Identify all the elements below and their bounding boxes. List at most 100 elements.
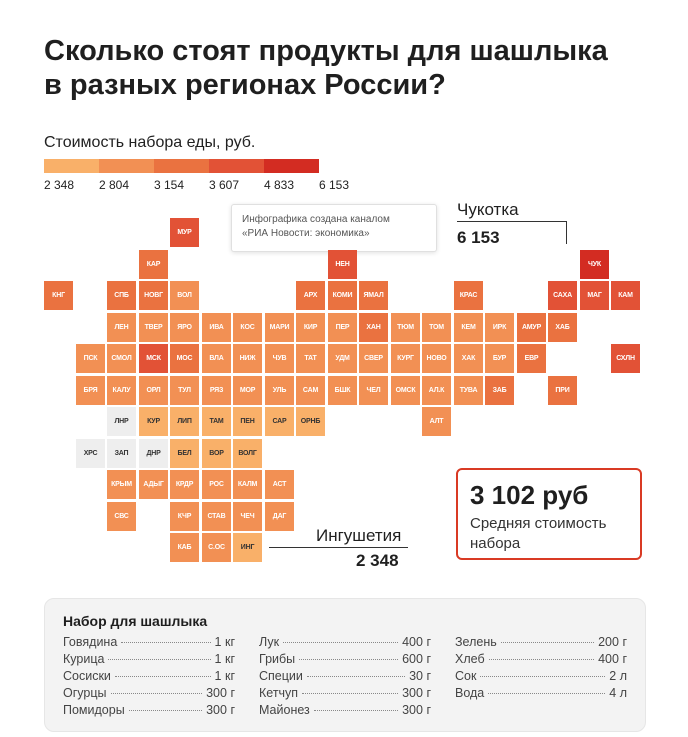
region-tile-ЧЕЛ: ЧЕЛ xyxy=(359,376,388,405)
region-tile-ЯРО: ЯРО xyxy=(170,313,199,342)
kit-item-name: Лук xyxy=(259,635,280,649)
kit-item-name: Курица xyxy=(63,652,105,666)
region-tile-ТУВА: ТУВА xyxy=(454,376,483,405)
legend-swatch xyxy=(44,159,99,173)
region-tile-МАГ: МАГ xyxy=(580,281,609,310)
region-tile-СМОЛ: СМОЛ xyxy=(107,344,136,373)
kit-item-quantity: 200 г xyxy=(598,635,627,649)
kit-item-name: Помидоры xyxy=(63,703,125,717)
kit-item-quantity: 400 г xyxy=(598,652,627,666)
title-line-2: в разных регионах России? xyxy=(44,69,446,101)
kit-item-leader xyxy=(114,676,211,677)
kit-item: Курица 1 кг xyxy=(63,652,235,669)
kit-item: Грибы 600 г xyxy=(259,652,431,669)
legend-swatch xyxy=(264,159,319,173)
region-tile-ЧЕЧ: ЧЕЧ xyxy=(233,502,262,531)
kit-item: Специи 30 г xyxy=(259,669,431,686)
region-tile-ОМСК: ОМСК xyxy=(391,376,420,405)
region-tile-ИРК: ИРК xyxy=(485,313,514,342)
legend-swatch xyxy=(154,159,209,173)
region-tile-БУР: БУР xyxy=(485,344,514,373)
kit-item-leader xyxy=(110,693,203,694)
legend-swatch xyxy=(209,159,264,173)
kit-item-name: Вода xyxy=(455,686,485,700)
callout-max-region: Чукотка xyxy=(457,200,519,219)
region-tile-ЛИП: ЛИП xyxy=(170,407,199,436)
region-tile-НИЖ: НИЖ xyxy=(233,344,262,373)
region-tile-КЕМ: КЕМ xyxy=(454,313,483,342)
region-tile-ДНР: ДНР xyxy=(139,439,168,468)
credit-note: Инфографика создана каналом «РИА Новости… xyxy=(231,204,437,252)
region-tile-КУРГ: КУРГ xyxy=(391,344,420,373)
region-tile-КЧР: КЧР xyxy=(170,502,199,531)
region-tile-КАЛМ: КАЛМ xyxy=(233,470,262,499)
kit-item-name: Огурцы xyxy=(63,686,107,700)
region-tile-КОС: КОС xyxy=(233,313,262,342)
kit-item-leader xyxy=(302,693,399,694)
region-tile-КРАС: КРАС xyxy=(454,281,483,310)
region-tile-КАР: КАР xyxy=(139,250,168,279)
credit-line-2: «РИА Новости: экономика» xyxy=(242,228,370,239)
region-tile-ТЮМ: ТЮМ xyxy=(391,313,420,342)
region-tile-НЕН: НЕН xyxy=(328,250,357,279)
average-cost-box: 3 102 руб Средняя стоимость набора xyxy=(456,468,642,560)
kit-item-name: Зелень xyxy=(455,635,497,649)
legend-color-scale xyxy=(44,159,319,173)
region-tile-КОМИ: КОМИ xyxy=(328,281,357,310)
region-tile-ОРНБ: ОРНБ xyxy=(296,407,325,436)
kit-item-leader xyxy=(299,659,399,660)
region-tile-БРЯ: БРЯ xyxy=(76,376,105,405)
legend-tick-label: 4 833 xyxy=(264,178,295,192)
region-tile-СХЛН: СХЛН xyxy=(611,344,640,373)
region-tile-САР: САР xyxy=(265,407,294,436)
kit-item: Хлеб 400 г xyxy=(455,652,627,669)
region-tile-КАБ: КАБ xyxy=(170,533,199,562)
legend-tick-label: 3 607 xyxy=(209,178,240,192)
kit-item: Зелень 200 г xyxy=(455,635,627,652)
region-tile-ПЕН: ПЕН xyxy=(233,407,262,436)
kit-item-quantity: 4 л xyxy=(609,686,627,700)
kit-item: Сосиски 1 кг xyxy=(63,669,235,686)
kit-item-quantity: 1 кг xyxy=(214,669,235,683)
region-tile-МУР: МУР xyxy=(170,218,199,247)
callout-min-value: 2 348 xyxy=(356,551,399,570)
region-tile-АСТ: АСТ xyxy=(265,470,294,499)
region-tile-АМУР: АМУР xyxy=(517,313,546,342)
region-tile-НОВО: НОВО xyxy=(422,344,451,373)
region-tile-СВС: СВС xyxy=(107,502,136,531)
region-tile-МАРИ: МАРИ xyxy=(265,313,294,342)
region-tile-ХАБ: ХАБ xyxy=(548,313,577,342)
callout-max-line-h xyxy=(457,221,567,222)
region-tile-ВЛА: ВЛА xyxy=(202,344,231,373)
region-tile-ИНГ: ИНГ xyxy=(233,533,262,562)
legend-tick-label: 3 154 xyxy=(154,178,185,192)
kit-item-leader xyxy=(128,710,203,711)
kit-item: Помидоры 300 г xyxy=(63,703,235,720)
kit-item-quantity: 300 г xyxy=(206,686,235,700)
kit-item: Майонез 300 г xyxy=(259,703,431,720)
region-tile-ЧУК: ЧУК xyxy=(580,250,609,279)
region-tile-КРДР: КРДР xyxy=(170,470,199,499)
kit-item: Говядина 1 кг xyxy=(63,635,235,652)
region-tile-АЛТ: АЛТ xyxy=(422,407,451,436)
region-tile-АЛ.К: АЛ.К xyxy=(422,376,451,405)
kit-item-quantity: 300 г xyxy=(402,703,431,717)
region-tile-ВОР: ВОР xyxy=(202,439,231,468)
region-tile-КАМ: КАМ xyxy=(611,281,640,310)
legend-tick-label: 6 153 xyxy=(319,178,350,192)
region-tile-ЯМАЛ: ЯМАЛ xyxy=(359,281,388,310)
kit-item-quantity: 600 г xyxy=(402,652,431,666)
region-tile-БЕЛ: БЕЛ xyxy=(170,439,199,468)
region-tile-ХАН: ХАН xyxy=(359,313,388,342)
region-tile-КАЛУ: КАЛУ xyxy=(107,376,136,405)
region-tile-САМ: САМ xyxy=(296,376,325,405)
kit-item-leader xyxy=(108,659,211,660)
kit-item: Огурцы 300 г xyxy=(63,686,235,703)
kit-item-leader xyxy=(121,642,211,643)
kit-item: Лук 400 г xyxy=(259,635,431,652)
title-line-1: Сколько стоят продукты для шашлыка xyxy=(44,35,608,67)
region-tile-КИР: КИР xyxy=(296,313,325,342)
region-tile-КНГ: КНГ xyxy=(44,281,73,310)
region-tile-МОС: МОС xyxy=(170,344,199,373)
